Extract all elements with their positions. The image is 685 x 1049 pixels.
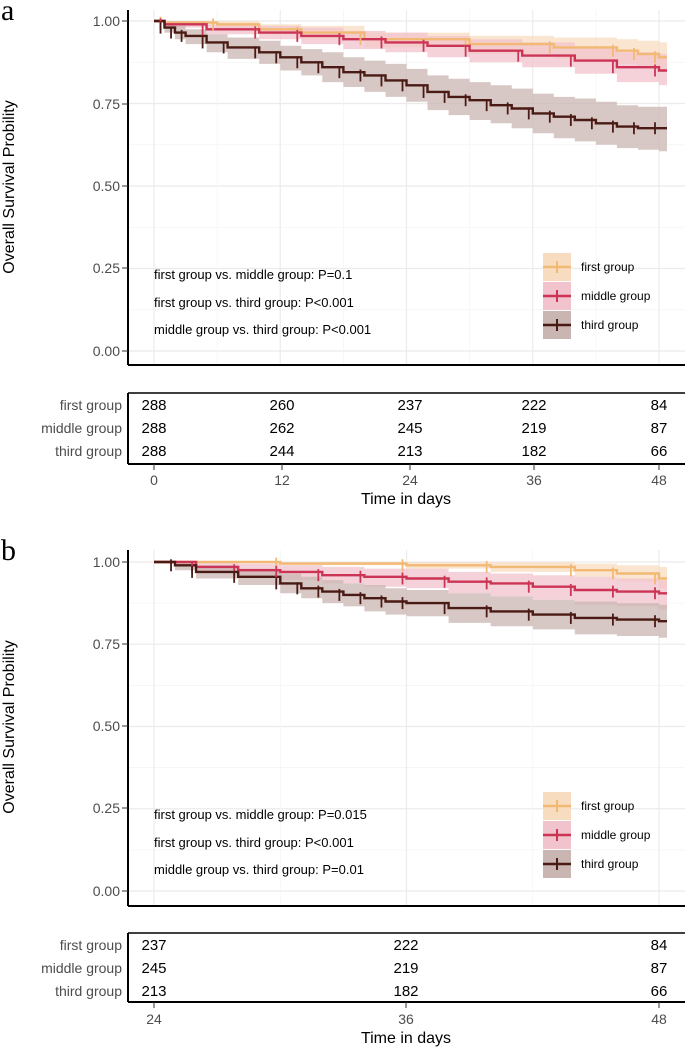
panel-b: b 1.00 0.75 0.50 0.25 0.00 Overall Survi… <box>1 534 685 1047</box>
panel-a-ytick-025: 0.25 <box>93 260 120 276</box>
panel-b-ci-bands <box>154 562 667 638</box>
third-group-ci-band <box>154 562 667 638</box>
risk-a-cell: 237 <box>397 397 422 414</box>
panel-b-pvalue-1: first group vs. middle group: P=0.015 <box>154 807 367 822</box>
risk-a-cell: 245 <box>397 420 422 437</box>
risk-a-cell: 222 <box>521 397 546 414</box>
third-group-survival-line <box>154 560 667 623</box>
risk-a-cell: 84 <box>651 397 668 414</box>
risk-a-cell: 260 <box>269 397 294 414</box>
risk-a-label-middle: middle group <box>41 420 122 436</box>
panel-a-xtick-36: 36 <box>526 472 542 488</box>
risk-b-cell: 182 <box>393 983 418 1000</box>
risk-a-label-third: third group <box>55 443 122 459</box>
first-group-survival-line <box>154 560 667 580</box>
panel-b-censor-marks <box>170 557 656 628</box>
risk-a-cell: 66 <box>651 443 668 460</box>
panel-b-xtick-36: 36 <box>398 1011 414 1027</box>
panel-a-risk-table: first group middle group third group 288… <box>41 392 685 508</box>
panel-b-y-axis-title: Overall Survival Probility <box>1 640 18 813</box>
risk-a-label-first: first group <box>60 397 122 413</box>
panel-b-legend: first group middle group third group <box>543 792 651 878</box>
risk-b-cell: 213 <box>141 983 166 1000</box>
panel-a-ytick-075: 0.75 <box>93 96 120 112</box>
panel-b-x-axis-title: Time in days <box>361 1030 451 1047</box>
panel-b-xtick-48: 48 <box>651 1011 667 1027</box>
risk-b-label-middle: middle group <box>41 960 122 976</box>
panel-a-xtick-48: 48 <box>651 472 667 488</box>
risk-b-label-third: third group <box>55 983 122 999</box>
legend-third-label: third group <box>581 857 639 871</box>
risk-b-cell: 237 <box>141 937 166 954</box>
panel-a-letter: a <box>1 0 14 27</box>
panel-b-pvalue-2: first group vs. third group: P<0.001 <box>154 835 354 850</box>
legend-middle-label: middle group <box>581 289 651 303</box>
panel-b-ytick-025: 0.25 <box>93 800 120 816</box>
panel-a-plot <box>127 10 685 366</box>
risk-a-cell: 182 <box>521 443 546 460</box>
panel-a-xtick-24: 24 <box>402 472 418 488</box>
panel-b-plot <box>127 550 685 907</box>
middle-group-ci-band <box>154 21 667 86</box>
panel-a-x-axis-title: Time in days <box>361 491 451 508</box>
panel-b-risk-table: first group middle group third group 237… <box>41 932 685 1047</box>
panel-a-pvalue-1: first group vs. middle group: P=0.1 <box>154 267 352 282</box>
third-group-survival-line <box>154 19 667 130</box>
risk-a-cell: 219 <box>521 420 546 437</box>
panel-b-letter: b <box>1 534 16 567</box>
first-group-survival-line <box>154 19 667 59</box>
panel-a-y-ticks: 1.00 0.75 0.50 0.25 0.00 <box>93 13 128 359</box>
panel-a-xtick-0: 0 <box>150 472 158 488</box>
risk-a-cell: 244 <box>269 443 294 460</box>
panel-a-xtick-12: 12 <box>274 472 290 488</box>
panel-a-pvalues: first group vs. middle group: P=0.1 firs… <box>154 267 371 337</box>
panel-a-y-axis-title: Overall Survival Probility <box>1 100 18 273</box>
risk-a-cell: 288 <box>141 443 166 460</box>
panel-a-ytick-050: 0.50 <box>93 178 120 194</box>
risk-a-cell: 288 <box>141 397 166 414</box>
middle-group-survival-line <box>154 560 667 595</box>
risk-b-cell: 222 <box>393 937 418 954</box>
risk-a-cell: 288 <box>141 420 166 437</box>
panel-a-pvalue-2: first group vs. third group: P<0.001 <box>154 295 354 310</box>
legend-first-label: first group <box>581 799 635 813</box>
panel-b-survival-curves <box>154 560 667 623</box>
risk-b-cell: 87 <box>651 960 668 977</box>
risk-b-label-first: first group <box>60 937 122 953</box>
risk-b-cell: 219 <box>393 960 418 977</box>
risk-a-cell: 213 <box>397 443 422 460</box>
risk-a-cell: 262 <box>269 420 294 437</box>
legend-middle-label: middle group <box>581 828 651 842</box>
panel-b-ytick-075: 0.75 <box>93 636 120 652</box>
panel-b-ytick-000: 0.00 <box>93 883 120 899</box>
legend-third-label: third group <box>581 318 639 332</box>
panel-a-survival-curves <box>154 19 667 130</box>
panel-b-pvalue-3: middle group vs. third group: P=0.01 <box>154 862 364 877</box>
middle-group-survival-line <box>154 19 667 72</box>
risk-b-cell: 84 <box>651 937 668 954</box>
panel-b-ytick-050: 0.50 <box>93 718 120 734</box>
risk-b-cell: 66 <box>651 983 668 1000</box>
panel-b-ytick-1: 1.00 <box>93 554 120 570</box>
panel-a-censor-marks <box>159 16 656 135</box>
risk-b-cell: 245 <box>141 960 166 977</box>
panel-b-y-ticks: 1.00 0.75 0.50 0.25 0.00 <box>93 554 128 899</box>
legend-first-label: first group <box>581 260 635 274</box>
panel-a-legend: first group middle group third group <box>543 253 651 339</box>
risk-a-cell: 87 <box>651 420 668 437</box>
panel-b-xtick-24: 24 <box>146 1011 162 1027</box>
panel-a-ytick-1: 1.00 <box>93 13 120 29</box>
panel-a-pvalue-3: middle group vs. third group: P<0.001 <box>154 322 371 337</box>
panel-a-ytick-000: 0.00 <box>93 343 120 359</box>
panel-b-pvalues: first group vs. middle group: P=0.015 fi… <box>154 807 367 877</box>
first-group-ci-band <box>154 562 667 589</box>
panel-a: a 1.00 0.75 0.50 0.25 0.00 Overall Survi… <box>1 0 685 508</box>
